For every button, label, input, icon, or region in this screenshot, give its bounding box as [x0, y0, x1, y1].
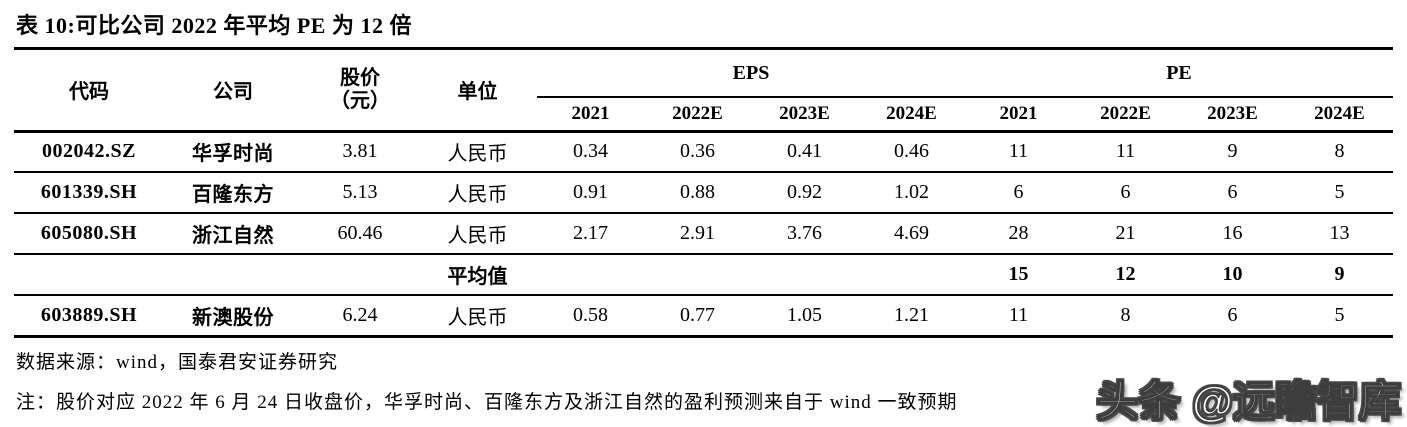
- cell-eps-2024e: 0.46: [858, 131, 965, 173]
- cell-code: 605080.SH: [14, 213, 164, 255]
- cell-code-empty: [14, 254, 164, 296]
- cell-eps-2023e: 3.76: [751, 213, 858, 255]
- cell-company: 浙江自然: [164, 213, 302, 255]
- cell-pe-2024e: 8: [1286, 131, 1393, 173]
- cell-eps-2021: 0.58: [537, 295, 644, 338]
- cell-avg-pe-2021: 15: [965, 254, 1072, 296]
- cell-pe-2023e: 6: [1179, 172, 1286, 214]
- cell-company: 华孚时尚: [164, 131, 302, 173]
- footnote: 注：股价对应 2022 年 6 月 24 日收盘价，华孚时尚、百隆东方及浙江自然…: [16, 391, 958, 413]
- cell-pe-2021: 28: [965, 213, 1072, 255]
- table-row-xinao: 603889.SH 新澳股份 6.24 人民币 0.58 0.77 1.05 1…: [14, 295, 1393, 338]
- cell-eps-2024e: 4.69: [858, 213, 965, 255]
- cell-eps-2024e: 1.02: [858, 172, 965, 214]
- table-row-huafu: 002042.SZ 华孚时尚 3.81 人民币 0.34 0.36 0.41 0…: [14, 131, 1393, 173]
- cell-pe-2022e: 21: [1072, 213, 1179, 255]
- cell-price: 6.24: [302, 295, 418, 338]
- cell-price: 5.13: [302, 172, 418, 214]
- cell-eps-2021: 0.34: [537, 131, 644, 173]
- cell-eps-empty: [751, 254, 858, 296]
- cell-pe-2023e: 16: [1179, 213, 1286, 255]
- cell-price: 60.46: [302, 213, 418, 255]
- table-title: 表 10:可比公司 2022 年平均 PE 为 12 倍: [14, 5, 1393, 50]
- pe-year-2023e: 2023E: [1179, 97, 1286, 133]
- cell-eps-2024e: 1.21: [858, 295, 965, 338]
- cell-eps-2023e: 0.41: [751, 131, 858, 173]
- cell-pe-2024e: 5: [1286, 172, 1393, 214]
- cell-eps-2021: 2.17: [537, 213, 644, 255]
- table-row-bailong: 601339.SH 百隆东方 5.13 人民币 0.91 0.88 0.92 1…: [14, 172, 1393, 214]
- eps-year-2023e: 2023E: [751, 97, 858, 133]
- col-header-code: 代码: [14, 50, 164, 133]
- pe-comparison-table: 代码 公司 股价 （元） 单位 EPS PE 2021 2022E 2023E …: [14, 50, 1393, 338]
- cell-pe-2021: 6: [965, 172, 1072, 214]
- col-header-price-line1: 股价: [340, 67, 380, 90]
- cell-eps-empty: [644, 254, 751, 296]
- cell-company: 新澳股份: [164, 295, 302, 338]
- cell-eps-empty: [858, 254, 965, 296]
- cell-avg-pe-2024e: 9: [1286, 254, 1393, 296]
- cell-price-empty: [302, 254, 418, 296]
- cell-code: 002042.SZ: [14, 131, 164, 173]
- cell-eps-2023e: 1.05: [751, 295, 858, 338]
- header-row-groups: 代码 公司 股价 （元） 单位 EPS PE: [14, 50, 1393, 133]
- cell-unit: 人民币: [418, 295, 537, 338]
- cell-company: 百隆东方: [164, 172, 302, 214]
- pe-year-2024e: 2024E: [1286, 97, 1393, 133]
- cell-eps-empty: [537, 254, 644, 296]
- cell-price: 3.81: [302, 131, 418, 173]
- pe-year-2022e: 2022E: [1072, 97, 1179, 133]
- cell-pe-2022e: 11: [1072, 131, 1179, 173]
- eps-year-2024e: 2024E: [858, 97, 965, 133]
- cell-eps-2021: 0.91: [537, 172, 644, 214]
- cell-pe-2022e: 8: [1072, 295, 1179, 338]
- cell-average-label: 平均值: [418, 254, 537, 296]
- cell-company-empty: [164, 254, 302, 296]
- cell-pe-2022e: 6: [1072, 172, 1179, 214]
- group-header-eps: EPS: [537, 50, 965, 98]
- cell-code: 603889.SH: [14, 295, 164, 338]
- cell-code: 601339.SH: [14, 172, 164, 214]
- cell-pe-2023e: 6: [1179, 295, 1286, 338]
- col-header-price-line2: （元）: [330, 89, 390, 112]
- cell-unit: 人民币: [418, 213, 537, 255]
- cell-unit: 人民币: [418, 172, 537, 214]
- col-header-unit: 单位: [418, 50, 537, 133]
- cell-avg-pe-2023e: 10: [1179, 254, 1286, 296]
- table-row-zhejiang: 605080.SH 浙江自然 60.46 人民币 2.17 2.91 3.76 …: [14, 213, 1393, 255]
- data-source-note: 数据来源：wind，国泰君安证券研究: [16, 351, 339, 373]
- eps-year-2022e: 2022E: [644, 97, 751, 133]
- col-header-price: 股价 （元）: [302, 50, 418, 133]
- cell-eps-2023e: 0.92: [751, 172, 858, 214]
- cell-pe-2021: 11: [965, 295, 1072, 338]
- cell-pe-2024e: 13: [1286, 213, 1393, 255]
- group-header-pe: PE: [965, 50, 1393, 98]
- watermark-toutiao-yuanzhan: 头条 @远瞻智库: [1096, 377, 1402, 426]
- eps-year-2021: 2021: [537, 97, 644, 133]
- cell-pe-2021: 11: [965, 131, 1072, 173]
- cell-eps-2022e: 0.36: [644, 131, 751, 173]
- table-row-average: 平均值 15 12 10 9: [14, 254, 1393, 296]
- cell-unit: 人民币: [418, 131, 537, 173]
- pe-year-2021: 2021: [965, 97, 1072, 133]
- cell-eps-2022e: 2.91: [644, 213, 751, 255]
- cell-avg-pe-2022e: 12: [1072, 254, 1179, 296]
- col-header-company: 公司: [164, 50, 302, 133]
- header-row-years: 2021 2022E 2023E 2024E 2021 2022E 2023E …: [14, 97, 1393, 133]
- cell-eps-2022e: 0.77: [644, 295, 751, 338]
- cell-pe-2024e: 5: [1286, 295, 1393, 338]
- cell-eps-2022e: 0.88: [644, 172, 751, 214]
- cell-pe-2023e: 9: [1179, 131, 1286, 173]
